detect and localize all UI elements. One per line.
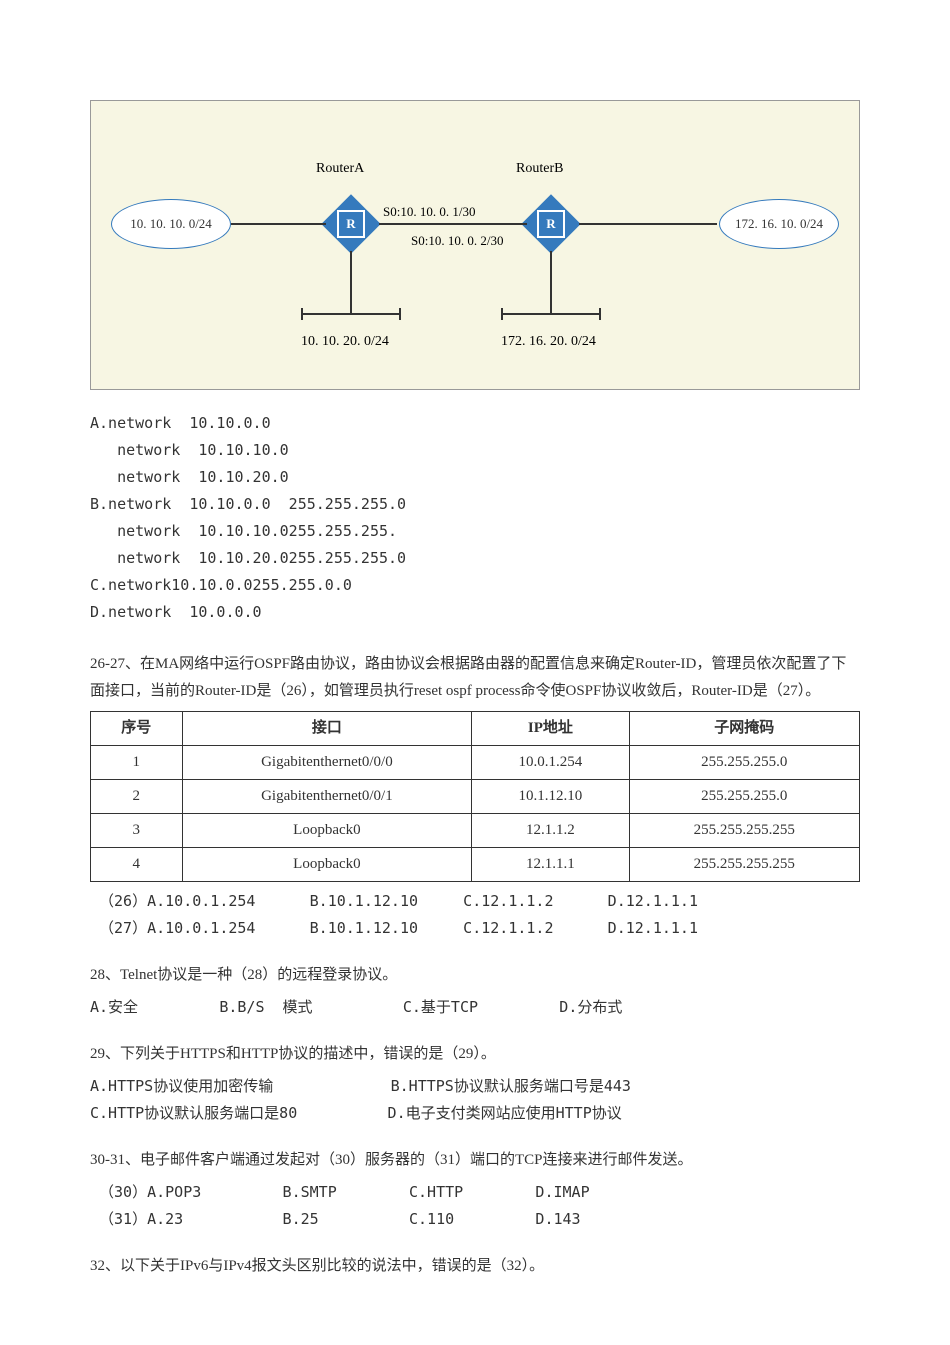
table-row: 3Loopback012.1.1.2255.255.255.255 <box>91 814 860 848</box>
opt-29a: A.HTTPS协议使用加密传输 B.HTTPS协议默认服务端口号是443 <box>90 1073 860 1100</box>
opt-28: A.安全 B.B/S 模式 C.基于TCP D.分布式 <box>90 994 860 1021</box>
lan-b-bar <box>501 313 601 315</box>
router-b-label: RouterB <box>516 156 563 181</box>
lan-a-label: 10. 10. 20. 0/24 <box>301 329 389 354</box>
serial-top-label: S0:10. 10. 0. 1/30 <box>383 200 475 223</box>
drop-b <box>550 251 552 313</box>
cloud-left: 10. 10. 10. 0/24 <box>111 199 231 249</box>
serial-bottom-label: S0:10. 10. 0. 2/30 <box>411 229 503 252</box>
table-row: 4Loopback012.1.1.1255.255.255.255 <box>91 848 860 882</box>
interface-table: 序号 接口 IP地址 子网掩码 1Gigabitenthernet0/0/010… <box>90 711 860 882</box>
q26-27-text: 26-27、在MA网络中运行OSPF路由协议，路由协议会根据路由器的配置信息来确… <box>90 651 860 705</box>
opt-b-3: network 10.10.20.0255.255.255.0 <box>90 545 860 572</box>
table-row: 2Gigabitenthernet0/0/110.1.12.10255.255.… <box>91 780 860 814</box>
q28-text: 28、Telnet协议是一种（28）的远程登录协议。 <box>90 962 860 989</box>
drop-a <box>350 251 352 313</box>
opt-29b: C.HTTP协议默认服务端口是80 D.电子支付类网站应使用HTTP协议 <box>90 1100 860 1127</box>
router-b-glyph: R <box>537 210 565 238</box>
router-a-label: RouterA <box>316 156 364 181</box>
router-b-icon: R <box>521 194 580 253</box>
answer-options: A.network 10.10.0.0 network 10.10.10.0 n… <box>90 410 860 626</box>
opt-27: （27）A.10.0.1.254 B.10.1.12.10 C.12.1.1.2… <box>90 915 860 942</box>
th-ip: IP地址 <box>472 712 629 746</box>
opt-b-1: B.network 10.10.0.0 255.255.255.0 <box>90 491 860 518</box>
th-seq: 序号 <box>91 712 183 746</box>
link-left <box>231 223 326 225</box>
opt-d: D.network 10.0.0.0 <box>90 599 860 626</box>
q30-31-text: 30-31、电子邮件客户端通过发起对（30）服务器的（31）端口的TCP连接来进… <box>90 1147 860 1174</box>
th-if: 接口 <box>182 712 472 746</box>
router-a-glyph: R <box>337 210 365 238</box>
table-row: 1Gigabitenthernet0/0/010.0.1.254255.255.… <box>91 746 860 780</box>
opt-31: （31）A.23 B.25 C.110 D.143 <box>90 1206 860 1233</box>
q32-text: 32、以下关于IPv6与IPv4报文头区别比较的说法中，错误的是（32）。 <box>90 1253 860 1280</box>
lan-b-label: 172. 16. 20. 0/24 <box>501 329 596 354</box>
lan-a-bar <box>301 313 401 315</box>
link-right <box>579 223 717 225</box>
router-a-icon: R <box>321 194 380 253</box>
network-diagram: 10. 10. 10. 0/24 172. 16. 10. 0/24 R Rou… <box>90 100 860 390</box>
opt-c: C.network10.10.0.0255.255.0.0 <box>90 572 860 599</box>
cloud-right: 172. 16. 10. 0/24 <box>719 199 839 249</box>
opt-a-1: A.network 10.10.0.0 <box>90 410 860 437</box>
q29-text: 29、下列关于HTTPS和HTTP协议的描述中，错误的是（29）。 <box>90 1041 860 1068</box>
opt-26: （26）A.10.0.1.254 B.10.1.12.10 C.12.1.1.2… <box>90 888 860 915</box>
cloud-left-label: 10. 10. 10. 0/24 <box>130 212 212 235</box>
th-mask: 子网掩码 <box>629 712 859 746</box>
opt-b-2: network 10.10.10.0255.255.255. <box>90 518 860 545</box>
opt-a-3: network 10.10.20.0 <box>90 464 860 491</box>
cloud-right-label: 172. 16. 10. 0/24 <box>735 212 823 235</box>
opt-30: （30）A.POP3 B.SMTP C.HTTP D.IMAP <box>90 1179 860 1206</box>
opt-a-2: network 10.10.10.0 <box>90 437 860 464</box>
